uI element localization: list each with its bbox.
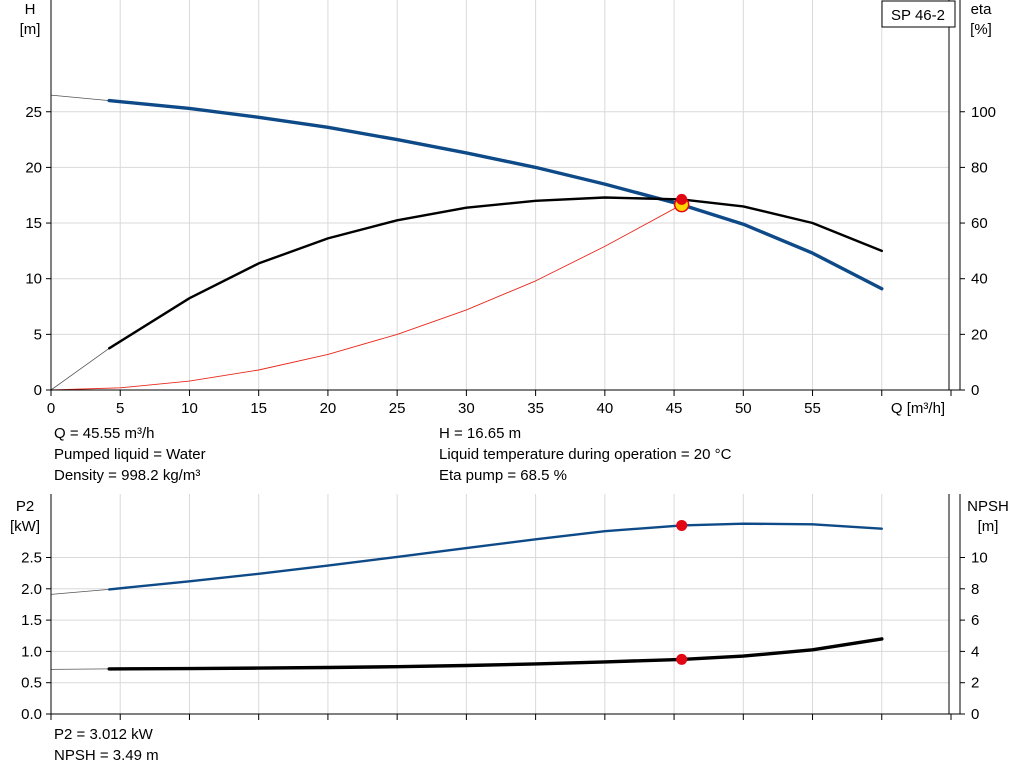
y-left-tick-label: 20	[25, 159, 42, 176]
y-right-label-bottom-name: NPSH	[967, 498, 1009, 515]
npsh-curve	[50, 668, 110, 670]
y-left-tick-label: 25	[25, 104, 42, 121]
top-chart-grid	[51, 0, 949, 390]
x-tick-label: 10	[181, 400, 198, 417]
y-right-tick-label: 2	[971, 675, 979, 692]
y-right-tick-label: 8	[971, 581, 979, 598]
x-tick-label: 50	[735, 400, 752, 417]
x-tick-label: 15	[250, 400, 267, 417]
y-left-tick-label: 2.5	[21, 550, 42, 567]
y-right-tick-label: 0	[971, 382, 979, 399]
x-tick-label: 40	[596, 400, 613, 417]
chart-axes	[50, 0, 961, 715]
y-right-label-bottom-unit: [m]	[978, 518, 999, 535]
npsh-curve	[107, 637, 884, 671]
info-top-right: H = 16.65 m Liquid temperature during op…	[439, 423, 731, 486]
system-curve	[50, 204, 683, 391]
y-left-tick-label: 0.5	[21, 675, 42, 692]
x-tick-label: 0	[47, 400, 55, 417]
y-right-label-top-name: eta	[971, 1, 993, 18]
y-right-tick-label: 6	[971, 612, 979, 629]
bottom-chart-curves	[50, 519, 884, 671]
y-right-tick-label: 0	[971, 706, 979, 723]
operating-point-npsh	[676, 653, 688, 665]
y-left-tick-label: 1.5	[21, 612, 42, 629]
x-tick-label: 25	[389, 400, 406, 417]
y-right-tick-label: 60	[971, 215, 988, 232]
info-bottom: P2 = 3.012 kW NPSH = 3.49 m	[54, 724, 159, 766]
info-density: Density = 998.2 kg/m³	[54, 467, 201, 484]
info-liquid-temperature: Liquid temperature during operation = 20…	[439, 446, 732, 463]
head-curve	[50, 94, 110, 101]
x-tick-label: 35	[527, 400, 544, 417]
operating-point-eta	[676, 193, 688, 205]
x-tick-label: 30	[458, 400, 475, 417]
y-left-tick-label: 5	[34, 326, 42, 343]
p2-curve	[50, 589, 110, 595]
x-tick-label: 20	[320, 400, 337, 417]
info-top-left: Q = 45.55 m³/h Pumped liquid = Water Den…	[54, 423, 206, 486]
x-axis-label: Q [m³/h]	[891, 400, 945, 417]
y-right-tick-label: 10	[971, 550, 988, 567]
info-npsh: NPSH = 3.49 m	[54, 747, 159, 764]
info-p2: P2 = 3.012 kW	[54, 726, 153, 743]
info-pumped-liquid: Pumped liquid = Water	[54, 446, 206, 463]
info-flow: Q = 45.55 m³/h	[54, 425, 155, 442]
y-left-label-bottom-name: P2	[16, 498, 34, 515]
top-chart-curves	[50, 94, 884, 391]
y-right-tick-label: 4	[971, 643, 979, 660]
y-left-tick-label: 15	[25, 215, 42, 232]
pump-model-box	[881, 0, 956, 28]
y-left-label-bottom-unit: [kW]	[10, 518, 40, 535]
y-left-tick-label: 1.0	[21, 643, 42, 660]
y-right-tick-label: 100	[971, 104, 996, 121]
y-right-tick-label: 40	[971, 271, 988, 288]
eta-curve	[107, 196, 883, 350]
operating-point-p2	[676, 519, 688, 531]
y-left-label-top-name: H	[25, 1, 36, 18]
y-left-tick-label: 0.0	[21, 706, 42, 723]
x-tick-label: 55	[804, 400, 821, 417]
y-right-label-top-unit: [%]	[970, 21, 992, 38]
y-left-label-top-unit: [m]	[20, 21, 41, 38]
info-head: H = 16.65 m	[439, 425, 522, 442]
y-left-tick-label: 2.0	[21, 581, 42, 598]
x-tick-label: 45	[666, 400, 683, 417]
eta-curve	[50, 347, 110, 391]
info-eta-pump: Eta pump = 68.5 %	[439, 467, 567, 484]
y-right-tick-label: 80	[971, 159, 988, 176]
head-curve	[107, 98, 884, 291]
bottom-chart-grid	[51, 494, 949, 714]
y-left-tick-label: 0	[34, 382, 42, 399]
p2-curve	[107, 522, 883, 591]
y-right-tick-label: 20	[971, 326, 988, 343]
pump-model-label: SP 46-2	[891, 7, 945, 24]
x-tick-label: 5	[116, 400, 124, 417]
y-left-tick-label: 10	[25, 271, 42, 288]
